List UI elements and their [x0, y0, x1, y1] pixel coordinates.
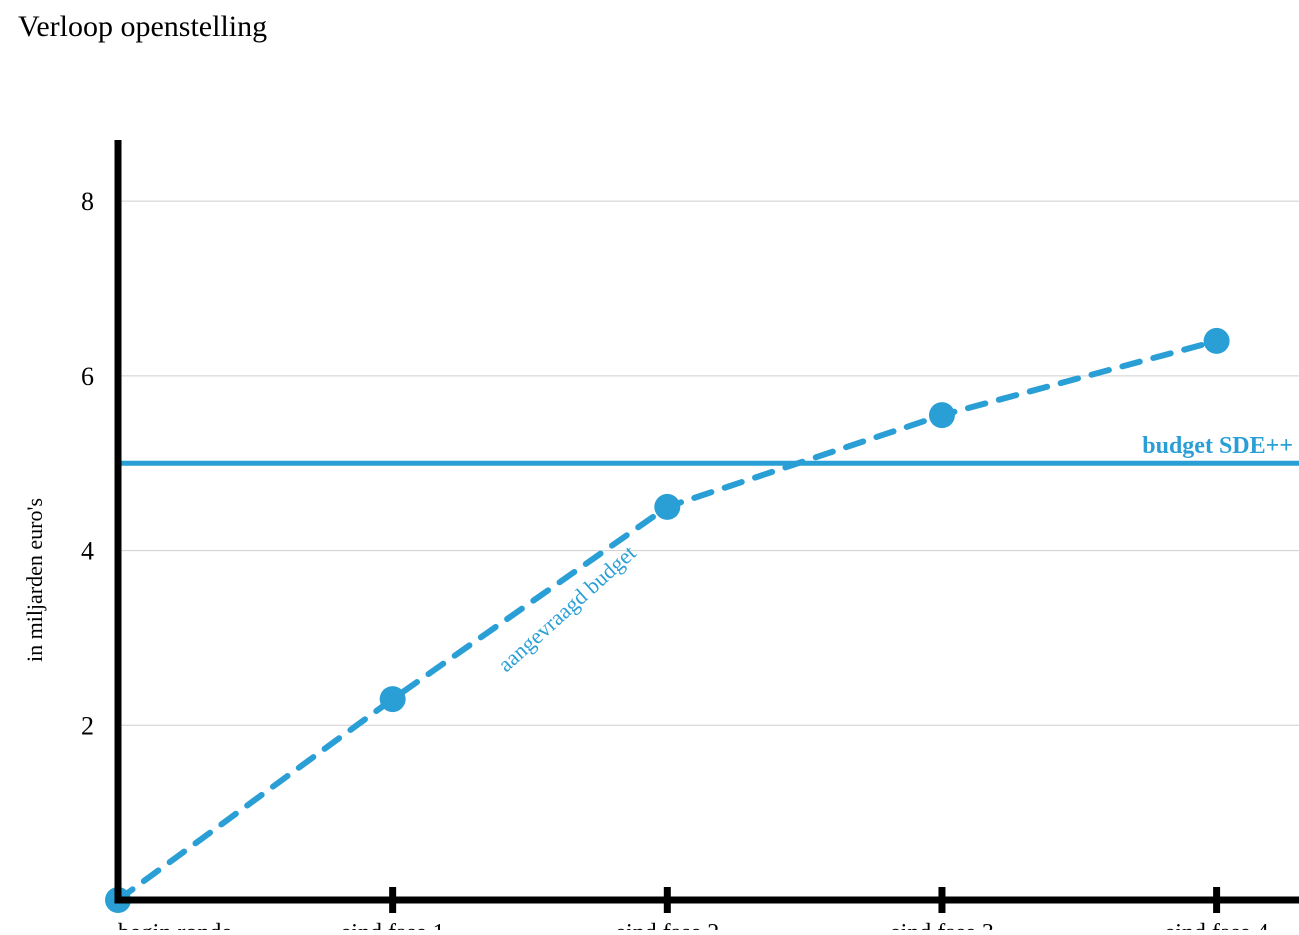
x-tick-label: eind fase 4	[1165, 920, 1269, 930]
series-marker	[929, 402, 955, 428]
x-tick-label: begin ronde	[118, 920, 232, 930]
series-label: aangevraagd budget	[493, 540, 641, 677]
y-tick-label: 2	[81, 711, 94, 740]
y-tick-label: 4	[81, 537, 94, 566]
series-marker	[1204, 328, 1230, 354]
y-tick-label: 8	[81, 187, 94, 216]
series-line	[118, 341, 1217, 900]
line-chart: budget SDE++ aangevraagd budget 2 4 6 8 in mil…	[18, 50, 1299, 930]
y-tick-label: 6	[81, 362, 94, 391]
series-marker	[380, 686, 406, 712]
budget-line-label: budget SDE++	[1142, 433, 1293, 459]
chart-title: Verloop openstelling	[18, 10, 1299, 44]
x-tick-label: eind fase 3	[890, 920, 994, 930]
y-axis-label: in miljarden euro's	[22, 498, 47, 662]
x-tick-label: eind fase 1	[341, 920, 445, 930]
series-marker	[654, 494, 680, 520]
chart-container: budget SDE++ aangevraagd budget 2 4 6 8 in mil…	[18, 50, 1299, 935]
x-tick-label: eind fase 2	[615, 920, 719, 930]
